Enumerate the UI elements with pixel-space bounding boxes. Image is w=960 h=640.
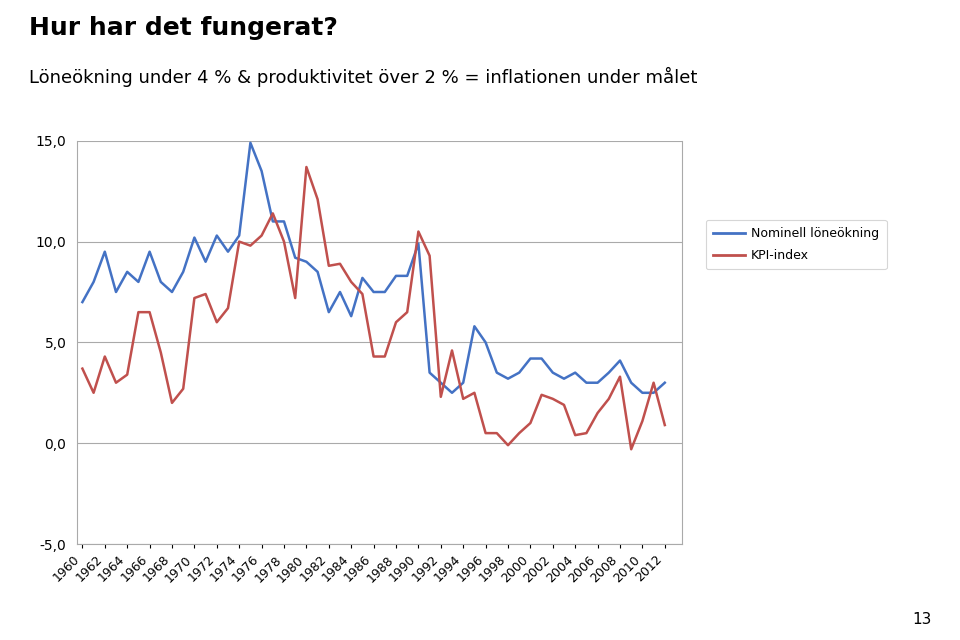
KPI-index <box>423 252 435 260</box>
Line: KPI-index: KPI-index <box>83 167 664 449</box>
Nominell löneökning <box>446 389 458 397</box>
Nominell löneökning <box>468 323 480 330</box>
Nominell löneökning <box>77 298 88 306</box>
Nominell löneökning <box>659 379 670 387</box>
Nominell löneökning <box>547 369 559 376</box>
Text: Hur har det fungerat?: Hur har det fungerat? <box>29 16 338 40</box>
KPI-index <box>300 163 312 171</box>
Nominell löneökning <box>245 139 256 147</box>
KPI-index <box>659 421 670 429</box>
KPI-index <box>536 391 547 399</box>
KPI-index <box>458 395 469 403</box>
KPI-index <box>435 393 446 401</box>
KPI-index <box>626 445 637 453</box>
Line: Nominell löneökning: Nominell löneökning <box>83 143 664 393</box>
Nominell löneökning <box>435 379 446 387</box>
KPI-index <box>77 365 88 372</box>
Nominell löneökning <box>423 369 435 376</box>
KPI-index <box>233 237 245 245</box>
Nominell löneökning <box>480 339 492 346</box>
KPI-index <box>468 389 480 397</box>
Nominell löneökning <box>233 232 245 239</box>
Legend: Nominell löneökning, KPI-index: Nominell löneökning, KPI-index <box>706 220 887 269</box>
Text: 13: 13 <box>912 612 931 627</box>
Text: Löneökning under 4 % & produktivitet över 2 % = inflationen under målet: Löneökning under 4 % & produktivitet öve… <box>29 67 697 87</box>
